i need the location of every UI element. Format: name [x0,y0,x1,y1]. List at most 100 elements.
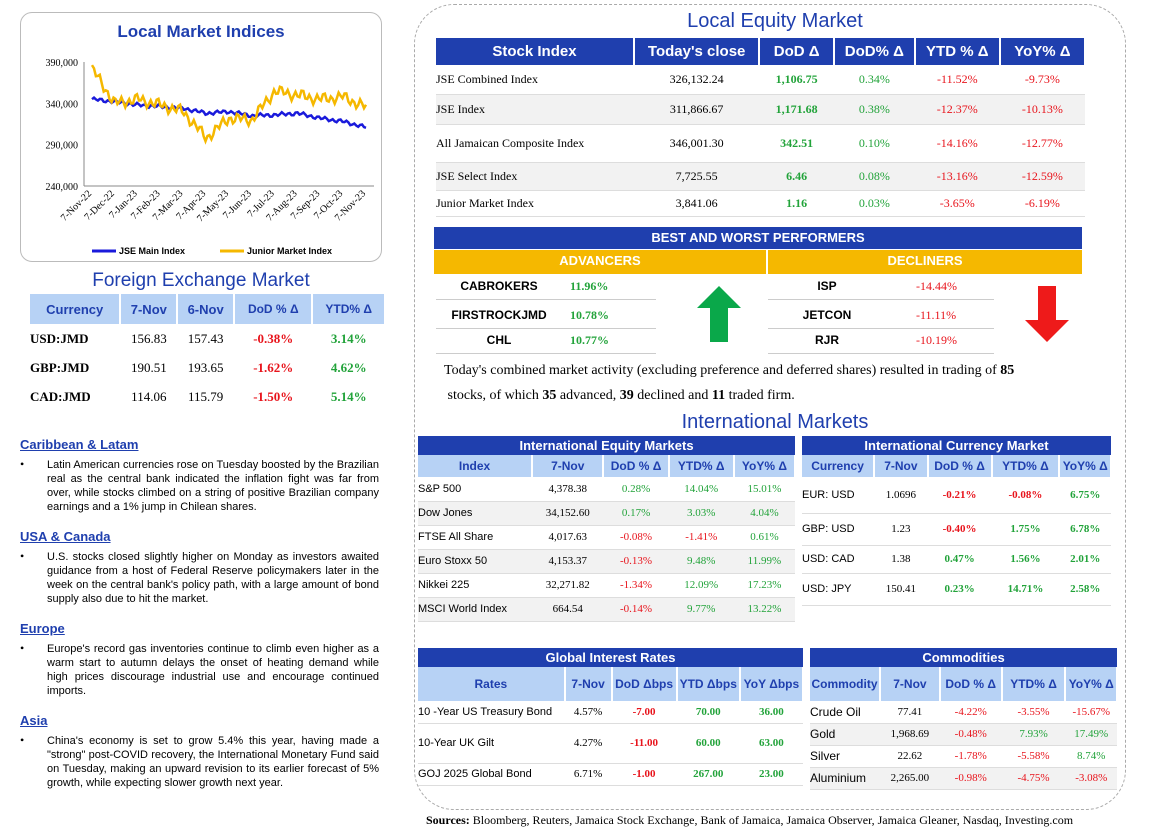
equity-header-cell: DoD% Δ [833,38,916,65]
fx-header-cell: 6-Nov [177,294,236,324]
intl-equity-cell: Nikkei 225 [418,573,533,598]
intl-currency-header-cell: YoY% Δ [1059,455,1112,477]
intl-currency-cell: -0.08% [991,477,1060,514]
decliners-header: DECLINERS [768,250,1082,274]
interest-rates-cell: 60.00 [676,723,740,764]
equity-row: JSE Combined Index 326,132.24 1,106.75 0.34… [436,65,1085,95]
equity-cell: -12.77% [999,124,1085,163]
intl-currency-row: GBP: USD 1.23 -0.40% 1.75% 6.78% [802,513,1111,546]
equity-header-cell: Today's close [633,38,761,65]
fx-header-cell: Currency [30,294,122,324]
decliner-name: JETCON [802,308,852,322]
intl-equity-cell: 4,017.63 [532,525,604,550]
interest-rates-header-cell: YTD Δbps [676,667,741,701]
intl-equity-header-cell: Index [418,455,534,477]
intl-equity-row: S&P 500 4,378.38 0.28% 14.04% 15.01% [418,477,795,502]
bullet-icon: • [20,457,25,471]
equity-cell: 1.16 [759,190,834,217]
interest-rates-cell: 4.27% [564,723,612,764]
equity-cell: 346,001.30 [633,124,760,163]
interest-rates-table: Global Interest Rates Rates 7-Nov DoD Δbps Y… [418,648,805,786]
equity-cell: 3,841.06 [633,190,760,217]
intl-equity-cell: -0.14% [603,597,669,622]
fx-row: CAD:JMD 114.06 115.79 -1.50% 5.14% [30,382,385,411]
row-divider [436,299,656,300]
fx-cell: 3.14% [330,330,367,346]
series-line-0 [91,95,367,129]
intl-currency-cell: 1.56% [991,545,1060,574]
intl-equity-cell: MSCI World Index [418,597,533,622]
fx-cell: 5.14% [330,388,367,404]
commodities-header-cell: DoD % Δ [939,667,1003,701]
interest-rates-row: 10 -Year US Treasury Bond 4.57% -7.00 70.00… [418,701,803,724]
commodities-cell: -0.48% [939,723,1002,746]
local-indices-chart: 390,000340,000290,000240,0007-Nov-227-De… [46,58,374,256]
commodities-header-cell: YoY% Δ [1065,667,1118,701]
intl-currency-cell: 6.78% [1059,513,1111,546]
interest-rates-cell: 10 -Year US Treasury Bond [418,701,565,724]
news-heading: Caribbean & Latam [20,437,139,452]
intl-equity-cell: 3.03% [668,501,734,526]
equity-row: All Jamaican Composite Index 346,001.30 34… [436,124,1085,163]
commodities-cell: 77.41 [880,701,940,724]
commodities-row: Crude Oil 77.41 -4.22% -3.55% -15.67% [810,701,1117,724]
news-text: Latin American currencies rose on Tuesda… [47,459,379,513]
fx-header-cell: 7-Nov [120,294,179,324]
commodities-cell: -1.78% [939,745,1002,768]
commodities-cell: 1,968.69 [880,723,940,746]
equity-cell: 7,725.55 [633,162,760,191]
equity-cell: -3.65% [914,190,1000,217]
intl-currency-header-cell: Currency [802,455,876,477]
advancer-name: FIRSTROCKJMD [451,308,547,322]
intl-currency-cell: USD: CAD [802,545,875,574]
intl-currency-cell: 2.58% [1059,573,1111,606]
advancers-header: ADVANCERS [434,250,766,274]
equity-cell: 1,171.68 [759,94,834,125]
advancer-value: 10.77% [570,333,609,347]
row-divider [436,328,656,329]
interest-rates-cell: 267.00 [676,763,740,786]
news-text: China's economy is set to grow 5.4% this… [47,735,379,789]
news-text: U.S. stocks closed slightly higher on Mo… [47,551,379,605]
row-divider [768,299,994,300]
intl-equity-cell: -1.34% [603,573,669,598]
intl-equity-cell: 664.54 [532,597,604,622]
intl-equity-cell: 12.09% [668,573,734,598]
fx-row: USD:JMD 156.83 157.43 -0.38% 3.14% [30,324,385,353]
equity-cell: All Jamaican Composite Index [436,124,634,163]
series-line-1 [90,64,368,145]
equity-cell: 311,866.67 [633,94,760,125]
performers-title: BEST AND WORST PERFORMERS [434,227,1082,249]
fx-cell: USD:JMD [30,330,89,346]
fx-cell: -1.62% [253,359,294,375]
intl-currency-cell: 150.41 [874,573,928,606]
intl-equity-cell: 34,152.60 [532,501,604,526]
intl-currency-cell: 0.47% [927,545,992,574]
interest-rates-cell: 4.57% [564,701,612,724]
fx-cell: -1.50% [253,388,294,404]
fx-cell: 115.79 [187,388,224,404]
equity-cell: -9.73% [999,65,1085,95]
commodities-cell: 8.74% [1065,745,1117,768]
bullet-icon: • [20,549,25,563]
equity-cell: 1,106.75 [759,65,834,95]
intl-currency-title: International Currency Market [802,436,1111,455]
down-arrow-icon [1025,286,1069,342]
intl-equity-header-cell: DoD % Δ [603,455,670,477]
news-heading: Europe [20,621,65,636]
equity-cell: -11.52% [914,65,1000,95]
fx-title: Foreign Exchange Market [92,270,310,291]
intl-currency-cell: GBP: USD [802,513,875,546]
interest-rates-header-cell: Rates [418,667,566,701]
advancer-value: 10.78% [570,308,609,322]
fx-cell: -0.38% [253,330,294,346]
commodities-header-cell: 7-Nov [880,667,941,701]
commodities-cell: -4.75% [1001,767,1066,790]
equity-cell: 6.46 [759,162,834,191]
commodities-cell: -15.67% [1065,701,1117,724]
row-divider [768,328,994,329]
interest-rates-cell: 23.00 [739,763,803,786]
intl-equity-cell: S&P 500 [418,477,533,502]
equity-cell: -6.19% [999,190,1085,217]
intl-currency-header-cell: YTD% Δ [991,455,1061,477]
